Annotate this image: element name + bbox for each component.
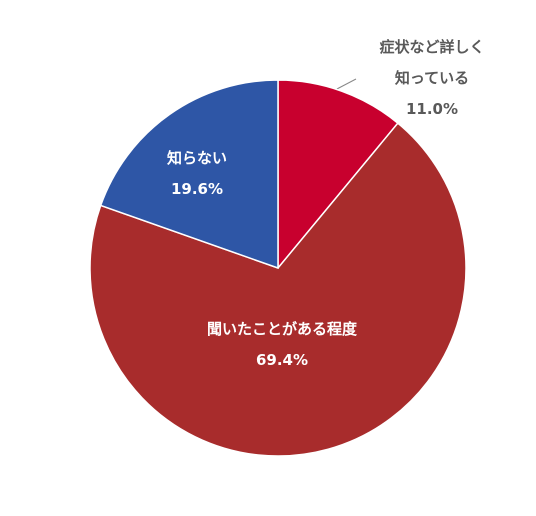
slice-label: 症状など詳しく知っている 11.0% bbox=[376, 32, 488, 125]
value-label: 19.6% bbox=[170, 180, 224, 198]
value-label: 69.4% bbox=[255, 351, 309, 369]
pie-slice bbox=[277, 79, 399, 271]
category-label: 症状など詳しく知っている bbox=[379, 38, 485, 87]
category-label: 知らない bbox=[166, 149, 227, 167]
pie-slice bbox=[89, 122, 467, 457]
slice-label: 知らない 19.6% bbox=[137, 143, 257, 205]
pie-slice bbox=[99, 79, 279, 270]
category-label: 聞いたことがある程度 bbox=[206, 320, 357, 338]
value-label: 11.0% bbox=[405, 100, 459, 118]
leader-line bbox=[334, 78, 357, 91]
slice-label: 聞いたことがある程度 69.4% bbox=[182, 314, 382, 376]
